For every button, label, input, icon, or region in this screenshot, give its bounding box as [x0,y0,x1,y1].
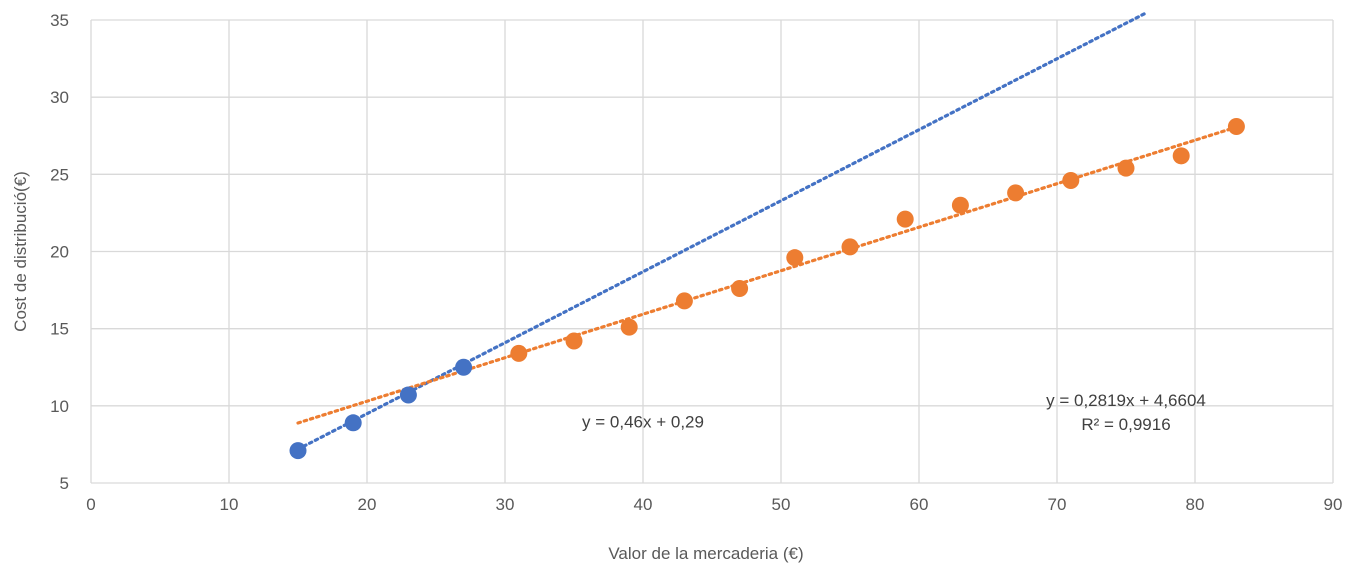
x-tick-label: 10 [220,495,239,514]
data-point-series-1 [455,358,473,376]
x-tick-label: 0 [86,495,95,514]
data-point-series-1 [289,442,307,460]
x-tick-label: 70 [1048,495,1067,514]
trendline-equation-label: y = 0,2819x + 4,6604 [1046,391,1206,410]
x-tick-label: 20 [358,495,377,514]
data-point-series-2 [1062,172,1080,190]
data-points [289,117,1245,460]
y-tick-label: 30 [50,88,69,107]
data-point-series-2 [896,210,914,228]
data-point-series-2 [565,332,583,350]
x-tick-label: 50 [772,495,791,514]
y-tick-label: 10 [50,397,69,416]
x-tick-label: 90 [1324,495,1343,514]
trendline-series-1 [296,10,1149,451]
data-point-series-1 [344,414,362,432]
data-point-series-2 [841,238,859,256]
data-point-series-2 [510,344,528,362]
annotations: y = 0,46x + 0,29 y = 0,2819x + 4,6604 R² =… [582,391,1206,434]
trendlines [296,10,1239,451]
y-tick-label: 20 [50,243,69,262]
x-tick-label: 30 [496,495,515,514]
data-point-series-2 [1007,184,1025,202]
data-point-series-2 [786,249,804,267]
x-tick-label: 60 [910,495,929,514]
y-axis-title: Cost de distribució(€) [11,171,30,332]
x-tick-label: 40 [634,495,653,514]
data-point-series-1 [399,386,417,404]
data-point-series-2 [1172,147,1190,165]
trendline-equation-label: R² = 0,9916 [1081,415,1170,434]
trendline-equation-label: y = 0,46x + 0,29 [582,412,704,431]
y-tick-label: 25 [50,165,69,184]
data-point-series-2 [951,196,969,214]
data-point-series-2 [620,318,638,336]
data-point-series-2 [731,280,749,298]
tick-labels: 0 10 20 30 40 50 60 70 80 90 5 10 15 20 25 30 35 [50,11,1342,514]
trendline-series-2 [296,125,1239,425]
data-point-series-2 [675,292,693,310]
data-point-series-2 [1227,117,1245,135]
x-axis-title: Valor de la mercaderia (€) [608,544,803,563]
data-point-series-2 [1117,159,1135,177]
y-tick-label: 5 [60,474,69,493]
grid [90,19,1334,484]
y-tick-label: 15 [50,320,69,339]
y-tick-label: 35 [50,11,69,30]
x-tick-label: 80 [1186,495,1205,514]
